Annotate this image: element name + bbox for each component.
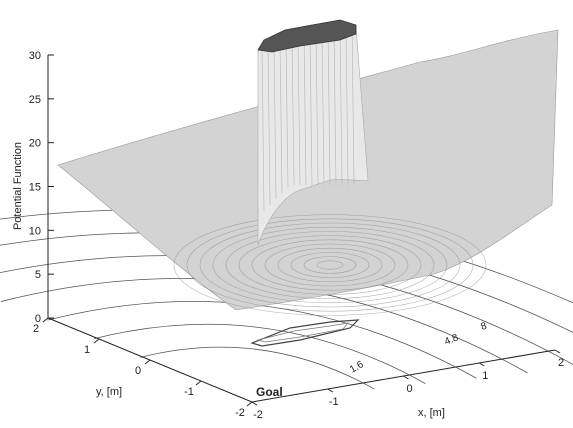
z-tick-label: 5 [35,269,41,281]
y-tick-mark [42,317,49,323]
obstacle-stripe [339,27,343,186]
z-tick-label: 0 [35,313,41,325]
ripple-ring [212,226,448,304]
x-tick-label: 2 [558,357,564,369]
z-axis-label: Potential Function [12,142,24,230]
x-tick-label: 0 [406,383,412,395]
contour-line [93,323,426,384]
obstacle-stripe [273,43,277,200]
obstacle-stripe [261,46,265,212]
x-tick-label: 1 [482,370,488,382]
y-tick-mark [246,401,253,407]
x-tick-mark [251,401,258,406]
obstacle-stripe [285,40,289,188]
x-tick-mark [327,388,334,393]
obstacle-stripe [333,28,337,186]
y-axis-ticks: -2 -1 0 1 2 [33,317,253,419]
obstacle-stripe [351,24,355,186]
obstacle-stripes [261,24,355,212]
y-tick-label: 0 [135,365,141,377]
x-axis-label: x, [m] [418,407,445,419]
x-tick-mark [478,362,485,367]
obstacle-stripe [309,34,313,186]
obstacle-stripe [327,30,331,186]
z-axis: 0 5 10 15 20 25 30 Potential Function [12,50,54,325]
obstacle-stripe [279,42,283,194]
x-tick-label: -1 [329,396,339,408]
y-tick-label: 1 [84,344,90,356]
obstacle-top [257,19,357,53]
contour-label: 4.8 [443,332,460,348]
ripple-ring [173,214,487,316]
obstacle-stripe [267,45,271,206]
ripple-ring [186,218,474,312]
z-tick-label: 10 [29,225,41,237]
obstacle-stripe [345,25,349,186]
x-tick-label: -2 [253,409,263,421]
obstacle-footprint [250,319,360,347]
x-tick-mark [554,349,561,354]
contour-line [140,346,375,390]
surface-ripples [173,214,487,316]
floor-axes [47,317,556,403]
obstacle-column [257,19,369,246]
y-tick-mark [93,338,100,344]
y-tick-label: -2 [235,407,245,419]
ripple-ring [264,243,396,287]
x-axis-ticks: -2 -1 0 1 2 [251,349,564,421]
obstacle-footprint-inner [256,322,349,343]
obstacle-stripe [297,37,301,186]
obstacle-stripe [315,33,319,186]
y-tick-label: 2 [33,323,39,335]
z-tick-label: 25 [29,94,41,106]
y-axis-label: y, [m] [96,386,122,398]
y-tick-mark [144,359,151,365]
goal-annotation: Goal [256,385,283,399]
x-tick-mark [403,375,409,380]
obstacle-stripe [303,36,307,186]
y-tick-label: -1 [184,386,194,398]
ripple-ring [251,239,409,291]
contour-label: 8 [480,321,489,333]
ripple-ring [303,256,357,274]
ripple-ring [225,231,435,299]
contour-line [47,301,477,379]
z-tick-label: 20 [29,138,41,150]
contour-label: 1.6 [348,359,366,376]
ripple-ring [316,260,344,270]
z-tick-label: 30 [29,50,41,62]
ripple-ring [238,235,422,295]
obstacle-stripe [321,31,325,186]
z-tick-label: 15 [29,182,41,194]
ripple-ring [290,252,370,278]
obstacle-stripe [291,39,295,186]
ripple-ring [277,247,383,283]
y-tick-mark [195,380,202,386]
ripple-ring [199,222,461,308]
